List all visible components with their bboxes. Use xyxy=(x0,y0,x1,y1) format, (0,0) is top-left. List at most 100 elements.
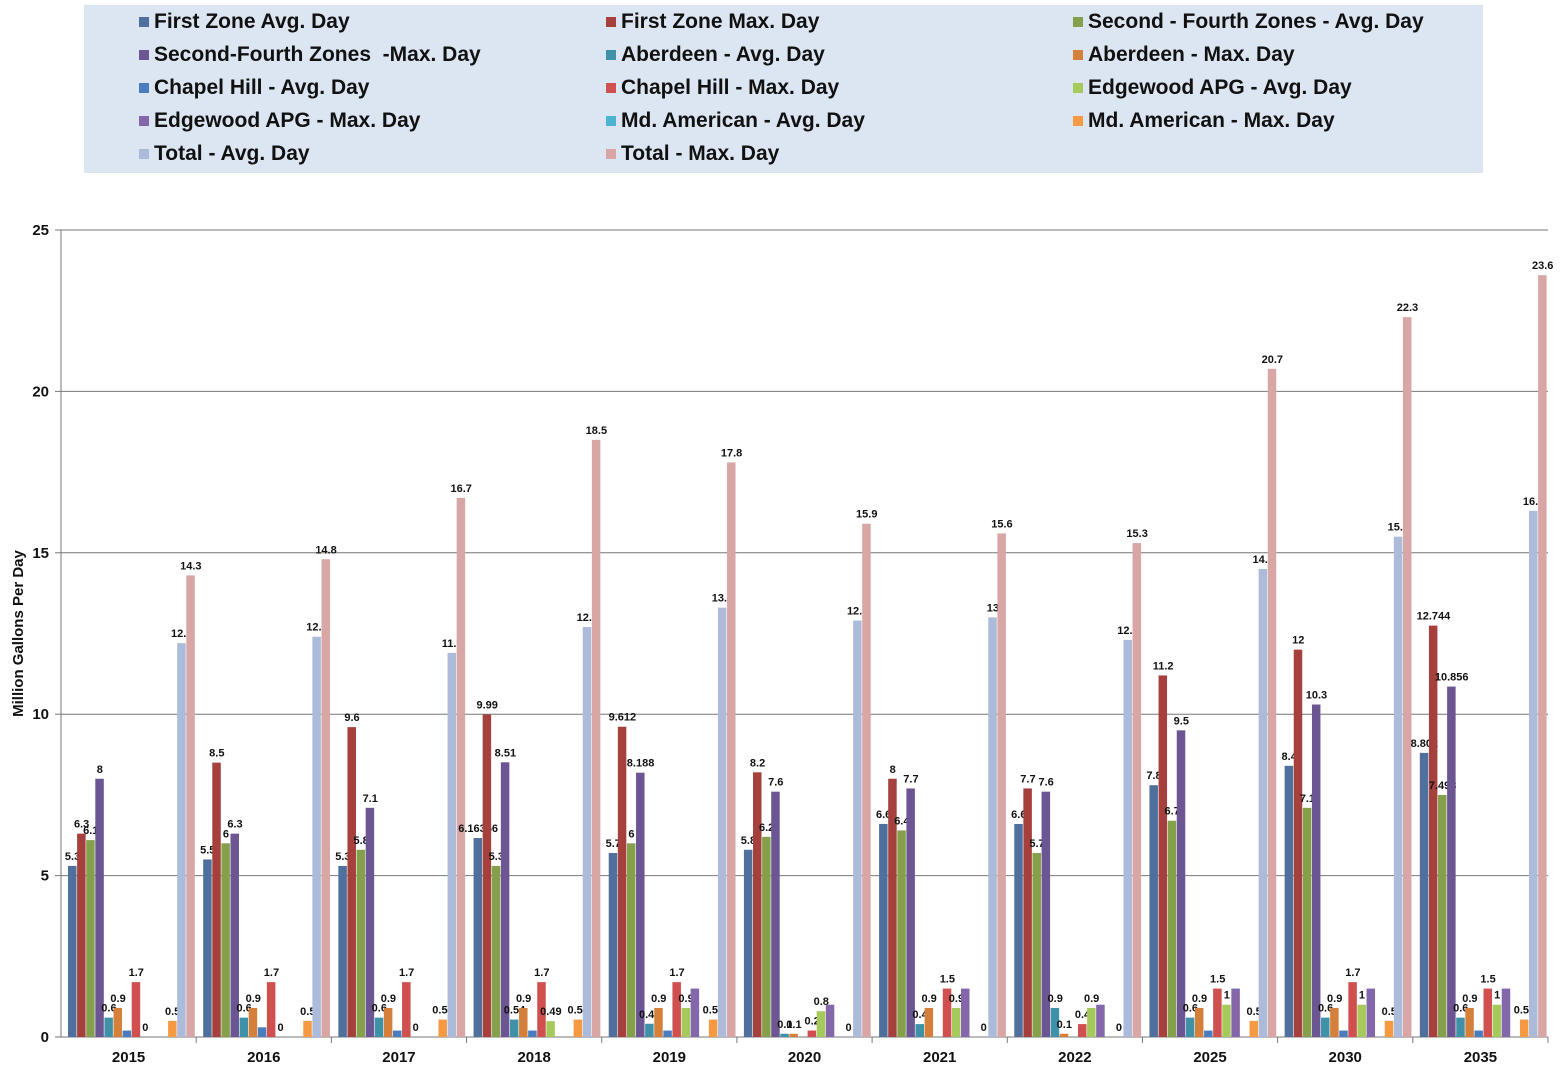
data-label: 0 xyxy=(277,1022,283,1034)
bar-chapel-hill-max-day xyxy=(1077,1024,1087,1037)
bar-total-avg-day xyxy=(1123,639,1132,1037)
bar-chapel-hill-max-day xyxy=(1483,988,1493,1037)
data-label: 0.5 xyxy=(1246,1006,1261,1018)
data-label: 1 xyxy=(1494,990,1500,1002)
bar-edgewood-apg-avg-day xyxy=(1222,1004,1231,1037)
bar-total-max-day xyxy=(1132,543,1142,1037)
bar-aberdeen-max-day xyxy=(1330,1007,1339,1037)
data-label: 9.6 xyxy=(344,712,359,724)
legend-swatch xyxy=(139,50,149,60)
bar-aberdeen-avg-day xyxy=(1456,1017,1465,1037)
bar-second-fourth-zones-avg-day xyxy=(1167,820,1177,1037)
bar-total-avg-day xyxy=(447,652,457,1037)
data-label: 1.7 xyxy=(534,967,549,979)
x-tick-label: 2017 xyxy=(382,1049,415,1066)
bar-chapel-hill-avg-day xyxy=(1474,1030,1483,1037)
bar-second-fourth-zones-max-day xyxy=(636,772,645,1037)
data-label: 6.3 xyxy=(227,819,242,831)
data-label: 0.6 xyxy=(1318,1003,1333,1015)
data-label: 6.4 xyxy=(894,815,910,827)
bar-edgewood-apg-avg-day xyxy=(1087,1007,1096,1037)
bar-total-avg-day xyxy=(1393,536,1403,1037)
data-label: 11.2 xyxy=(1153,660,1174,672)
data-label: 0.6 xyxy=(372,1003,387,1015)
data-label: 0.1 xyxy=(1057,1019,1072,1031)
data-label: 0.9 xyxy=(1084,993,1099,1005)
legend-swatch xyxy=(606,17,616,27)
bar-edgewood-apg-max-day xyxy=(1366,988,1376,1037)
bar-total-max-day xyxy=(1267,368,1277,1038)
bar-first-zone-avg-day xyxy=(1284,765,1294,1037)
bar-first-zone-max-day xyxy=(1428,625,1438,1037)
data-label: 1.5 xyxy=(1210,974,1225,986)
bar-total-max-day xyxy=(186,575,195,1037)
data-label: 8.51 xyxy=(495,747,516,759)
data-label: 6 xyxy=(223,828,229,840)
bar-total-avg-day xyxy=(853,620,862,1037)
x-tick-label: 2020 xyxy=(788,1049,821,1066)
bar-aberdeen-max-day xyxy=(519,1007,528,1037)
data-label: 5.5 xyxy=(200,844,215,856)
chart-legend: First Zone Avg. Day First Zone Max. Day Se… xyxy=(84,5,1483,173)
legend-swatch xyxy=(139,116,149,126)
data-label: 6 xyxy=(628,828,634,840)
bar-aberdeen-max-day xyxy=(789,1033,798,1037)
bar-total-avg-day xyxy=(177,643,186,1037)
bar-md-american-max-day xyxy=(1519,1019,1529,1037)
data-label: 10.3 xyxy=(1306,690,1327,702)
bar-second-fourth-zones-max-day xyxy=(1447,686,1456,1037)
bar-chapel-hill-avg-day xyxy=(1339,1030,1348,1037)
legend-item-chapel-hill-avg-day: Chapel Hill - Avg. Day xyxy=(139,73,370,103)
bar-first-zone-max-day xyxy=(753,772,762,1037)
data-label: 6.7 xyxy=(1165,806,1180,818)
data-label: 14.8 xyxy=(315,544,336,556)
data-label: 1.5 xyxy=(1480,974,1495,986)
bar-chapel-hill-max-day xyxy=(402,982,411,1037)
legend-label: Chapel Hill - Avg. Day xyxy=(154,76,370,99)
legend-item-second-fourth-zones-avg-day: Second - Fourth Zones - Avg. Day xyxy=(1073,7,1424,37)
data-label: 0.6 xyxy=(1183,1003,1198,1015)
bar-chapel-hill-max-day xyxy=(1213,988,1222,1037)
bar-second-fourth-zones-max-day xyxy=(230,833,239,1037)
legend-label: Aberdeen - Max. Day xyxy=(1088,43,1295,66)
x-tick-label: 2015 xyxy=(112,1049,145,1066)
data-label: 8.188 xyxy=(627,758,655,770)
bar-aberdeen-avg-day xyxy=(645,1023,654,1037)
data-label: 6.1 xyxy=(83,825,98,837)
data-label: 0.1 xyxy=(786,1019,801,1031)
bar-md-american-max-day xyxy=(708,1019,718,1037)
bar-md-american-max-day xyxy=(1249,1020,1259,1037)
legend-swatch xyxy=(139,83,149,93)
legend-item-total-max-day: Total - Max. Day xyxy=(606,139,779,169)
bar-edgewood-apg-max-day xyxy=(1501,988,1511,1037)
bar-second-fourth-zones-avg-day xyxy=(762,836,771,1037)
x-tick-label: 2030 xyxy=(1329,1049,1362,1066)
data-label: 8.4 xyxy=(1282,751,1298,763)
bar-edgewood-apg-max-day xyxy=(960,988,970,1037)
data-label: 12.744 xyxy=(1417,611,1452,623)
data-label: 7.1 xyxy=(363,793,378,805)
bar-first-zone-avg-day xyxy=(1014,823,1023,1037)
legend-item-second-fourth-zones-max-day: Second-Fourth Zones -Max. Day xyxy=(139,40,481,70)
legend-label: Second - Fourth Zones - Avg. Day xyxy=(1088,10,1424,33)
bar-aberdeen-avg-day xyxy=(239,1017,249,1037)
legend-swatch xyxy=(1073,17,1083,27)
bar-second-fourth-zones-avg-day xyxy=(491,865,501,1037)
data-label: 0.9 xyxy=(1048,993,1063,1005)
bar-edgewood-apg-max-day xyxy=(1231,988,1240,1037)
data-label: 9.99 xyxy=(476,700,497,712)
data-label: 6.2 xyxy=(759,822,774,834)
y-tick-label: 25 xyxy=(32,222,49,239)
legend-swatch xyxy=(606,50,616,60)
x-tick-label: 2022 xyxy=(1058,1049,1091,1066)
bar-total-max-day xyxy=(1538,275,1547,1037)
bar-total-max-day xyxy=(727,462,736,1037)
bar-md-american-max-day xyxy=(1384,1020,1394,1037)
data-label: 0.2 xyxy=(805,1016,820,1028)
data-label: 9.5 xyxy=(1174,715,1189,727)
bar-second-fourth-zones-avg-day xyxy=(221,843,230,1037)
bar-chapel-hill-max-day xyxy=(807,1030,817,1037)
legend-item-aberdeen-max-day: Aberdeen - Max. Day xyxy=(1073,40,1295,70)
data-label: 0.6 xyxy=(101,1003,116,1015)
bar-second-fourth-zones-avg-day xyxy=(86,840,95,1037)
